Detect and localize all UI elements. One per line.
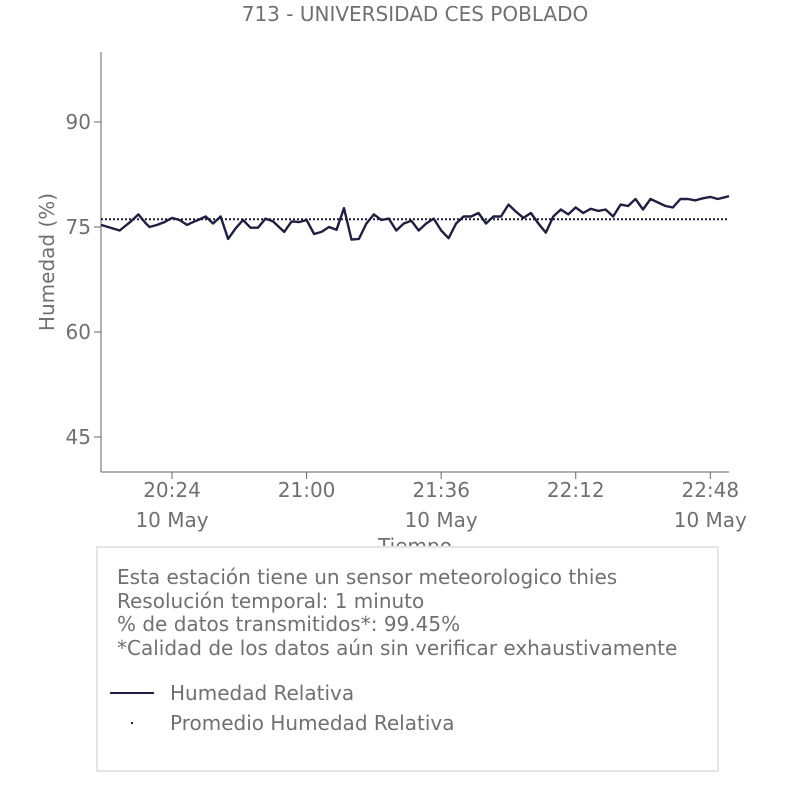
legend-label: Promedio Humedad Relativa (170, 711, 455, 735)
x-tick-date-label: 10 May (405, 508, 478, 532)
x-tick-label: 22:48 (681, 478, 739, 502)
x-tick-date-label: 10 May (135, 508, 208, 532)
x-tick-date-label: 10 May (674, 508, 747, 532)
x-tick-label: 22:12 (547, 478, 605, 502)
legend-label: Humedad Relativa (170, 681, 355, 705)
y-tick-label: 90 (66, 110, 91, 134)
x-tick-label: 21:36 (412, 478, 470, 502)
y-tick-label: 60 (66, 320, 91, 344)
legend-line-swatch (110, 683, 154, 703)
y-axis-ticks: 45 60 75 90 (66, 110, 101, 449)
humidity-series-line (100, 195, 730, 241)
info-line-sensor: Esta estación tiene un sensor meteorolog… (117, 565, 618, 589)
y-tick-label: 45 (66, 425, 91, 449)
info-line-resolution: Resolución temporal: 1 minuto (117, 588, 425, 613)
y-tick-label: 75 (66, 215, 91, 239)
y-axis-title: Humedad (%) (35, 193, 59, 331)
chart-title: 713 - UNIVERSIDAD CES POBLADO (242, 2, 589, 26)
info-legend-box: Esta estación tiene un sensor meteorolog… (96, 546, 719, 772)
x-tick-label: 20:24 (143, 478, 201, 502)
legend-item-humedad-relativa: Humedad Relativa (110, 678, 354, 708)
station-info: Esta estación tiene un sensor meteorolog… (117, 565, 678, 660)
x-tick-label: 21:00 (278, 478, 336, 502)
legend-item-promedio: Promedio Humedad Relativa (110, 708, 454, 738)
info-line-transmission: % de datos transmitidos*: 99.45% (117, 612, 461, 636)
x-axis-ticks: 20:24 10 May 21:00 21:36 10 May 22:12 22:48 10 … (135, 472, 747, 532)
info-line-quality-note: *Calidad de los datos aún sin verificar … (117, 635, 678, 660)
legend-dotted-swatch (110, 713, 154, 733)
